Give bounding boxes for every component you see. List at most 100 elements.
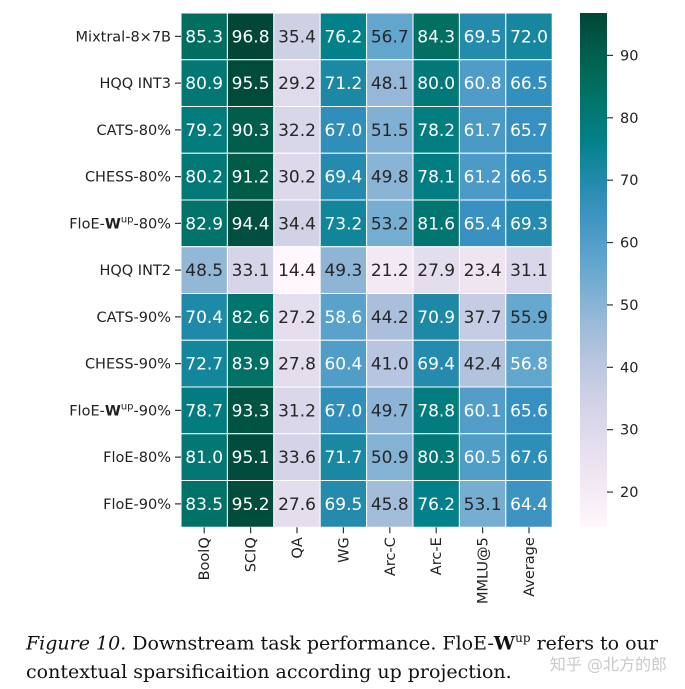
cell-value: 69.3 [510, 214, 548, 234]
cell-value: 37.7 [464, 308, 502, 328]
cell-value: 34.4 [278, 214, 316, 234]
heatmap-cell [412, 246, 460, 294]
heatmap-cell [319, 433, 368, 481]
heatmap-cell [366, 106, 414, 154]
heatmap-cell [412, 433, 460, 481]
column-label: WG [336, 537, 352, 563]
heatmap-cell [412, 106, 460, 154]
cell-value: 83.5 [185, 495, 223, 515]
cell-value: 32.2 [278, 121, 316, 141]
cell-value: 33.6 [278, 448, 316, 468]
caption-sup: up [515, 631, 531, 645]
colorbar-tick-label: 30 [620, 423, 638, 439]
cell-value: 80.0 [417, 74, 455, 94]
cell-value: 95.5 [232, 74, 270, 94]
cell-value: 14.4 [278, 261, 316, 281]
column-label: MMLU@5 [476, 537, 492, 604]
cell-value: 82.9 [185, 214, 223, 234]
heatmap-cell [505, 246, 553, 294]
cell-value: 81.6 [417, 214, 455, 234]
caption-bold-w: W [493, 632, 516, 655]
cell-value: 49.8 [371, 168, 409, 188]
cell-value: 67.0 [324, 121, 362, 141]
heatmap-cell [366, 480, 414, 528]
cell-value: 70.4 [185, 308, 223, 328]
cell-value: 51.5 [371, 121, 409, 141]
cell-value: 33.1 [232, 261, 270, 281]
cell-value: 65.7 [510, 121, 548, 141]
heatmap-cell [458, 480, 507, 528]
cell-value: 69.5 [464, 27, 502, 47]
cell-value: 60.1 [464, 401, 502, 421]
cell-value: 27.2 [278, 308, 316, 328]
cell-value: 61.7 [464, 121, 502, 141]
cell-value: 53.1 [464, 495, 502, 515]
heatmap-cell [412, 12, 460, 61]
heatmap-cell [366, 386, 414, 435]
cell-value: 65.6 [510, 401, 548, 421]
cell-value: 56.7 [371, 27, 409, 47]
cell-value: 21.2 [371, 261, 409, 281]
colorbar-tick-label: 20 [620, 485, 638, 501]
heatmap-cell [273, 106, 321, 154]
heatmap-cell [366, 199, 414, 248]
heatmap-cell [226, 293, 275, 341]
caption-label: Figure 10. [26, 632, 127, 655]
colorbar [580, 13, 607, 527]
cell-value: 44.2 [371, 308, 409, 328]
heatmap-cell [505, 106, 553, 154]
heatmap-cell [273, 480, 321, 528]
cell-value: 49.7 [371, 401, 409, 421]
row-label: Mixtral-8×7B [76, 29, 171, 45]
heatmap-cell [366, 246, 414, 294]
cell-value: 82.6 [232, 308, 270, 328]
column-label: Average [522, 537, 538, 597]
row-label: FloE-90% [103, 497, 171, 513]
row-label: CHESS-90% [85, 357, 171, 373]
cell-value: 72.0 [510, 27, 548, 47]
heatmap-cell [458, 246, 507, 294]
row-label: HQQ INT3 [99, 76, 171, 92]
colorbar-tick-label: 90 [620, 48, 638, 64]
cell-value: 69.4 [324, 168, 362, 188]
heatmap-cell [226, 59, 275, 107]
column-label: Arc-E [429, 537, 445, 575]
heatmap-cell [412, 293, 460, 341]
heatmap-cell [273, 152, 321, 201]
colorbar-tick-label: 60 [620, 236, 638, 252]
cell-value: 50.9 [371, 448, 409, 468]
heatmap-cell [319, 480, 368, 528]
heatmap-cell [458, 152, 507, 201]
cell-value: 78.2 [417, 121, 455, 141]
cell-value: 60.4 [324, 355, 362, 375]
cell-value: 67.0 [324, 401, 362, 421]
heatmap-cell [505, 339, 553, 388]
cell-value: 30.2 [278, 168, 316, 188]
cell-value: 48.5 [185, 261, 223, 281]
column-label: SCIQ [244, 537, 260, 572]
heatmap-cell [319, 152, 368, 201]
heatmap-cell [458, 199, 507, 248]
cell-value: 85.3 [185, 27, 223, 47]
heatmap-figure: 85.3 96.8 35.4 76.2 56.7 84.3 69.5 72.0 80.9 95.5… [69, 12, 638, 604]
cell-value: 78.8 [417, 401, 455, 421]
cell-value: 56.8 [510, 355, 548, 375]
cell-value: 80.9 [185, 74, 223, 94]
heatmap-cell [273, 293, 321, 341]
row-label: CATS-90% [97, 310, 171, 326]
cell-value: 69.4 [417, 355, 455, 375]
cell-value: 27.6 [278, 495, 316, 515]
cell-value: 66.5 [510, 168, 548, 188]
heatmap-cell [226, 433, 275, 481]
cell-value: 93.3 [232, 401, 270, 421]
cell-value: 31.1 [510, 261, 548, 281]
cell-value: 53.2 [371, 214, 409, 234]
heatmap-cell [319, 59, 368, 107]
heatmap-cell [366, 152, 414, 201]
heatmap-cell [180, 12, 228, 61]
heatmap-cell [180, 433, 228, 481]
heatmap-cell [273, 246, 321, 294]
cell-value: 96.8 [232, 27, 270, 47]
cell-value: 27.8 [278, 355, 316, 375]
heatmap-cell [458, 106, 507, 154]
